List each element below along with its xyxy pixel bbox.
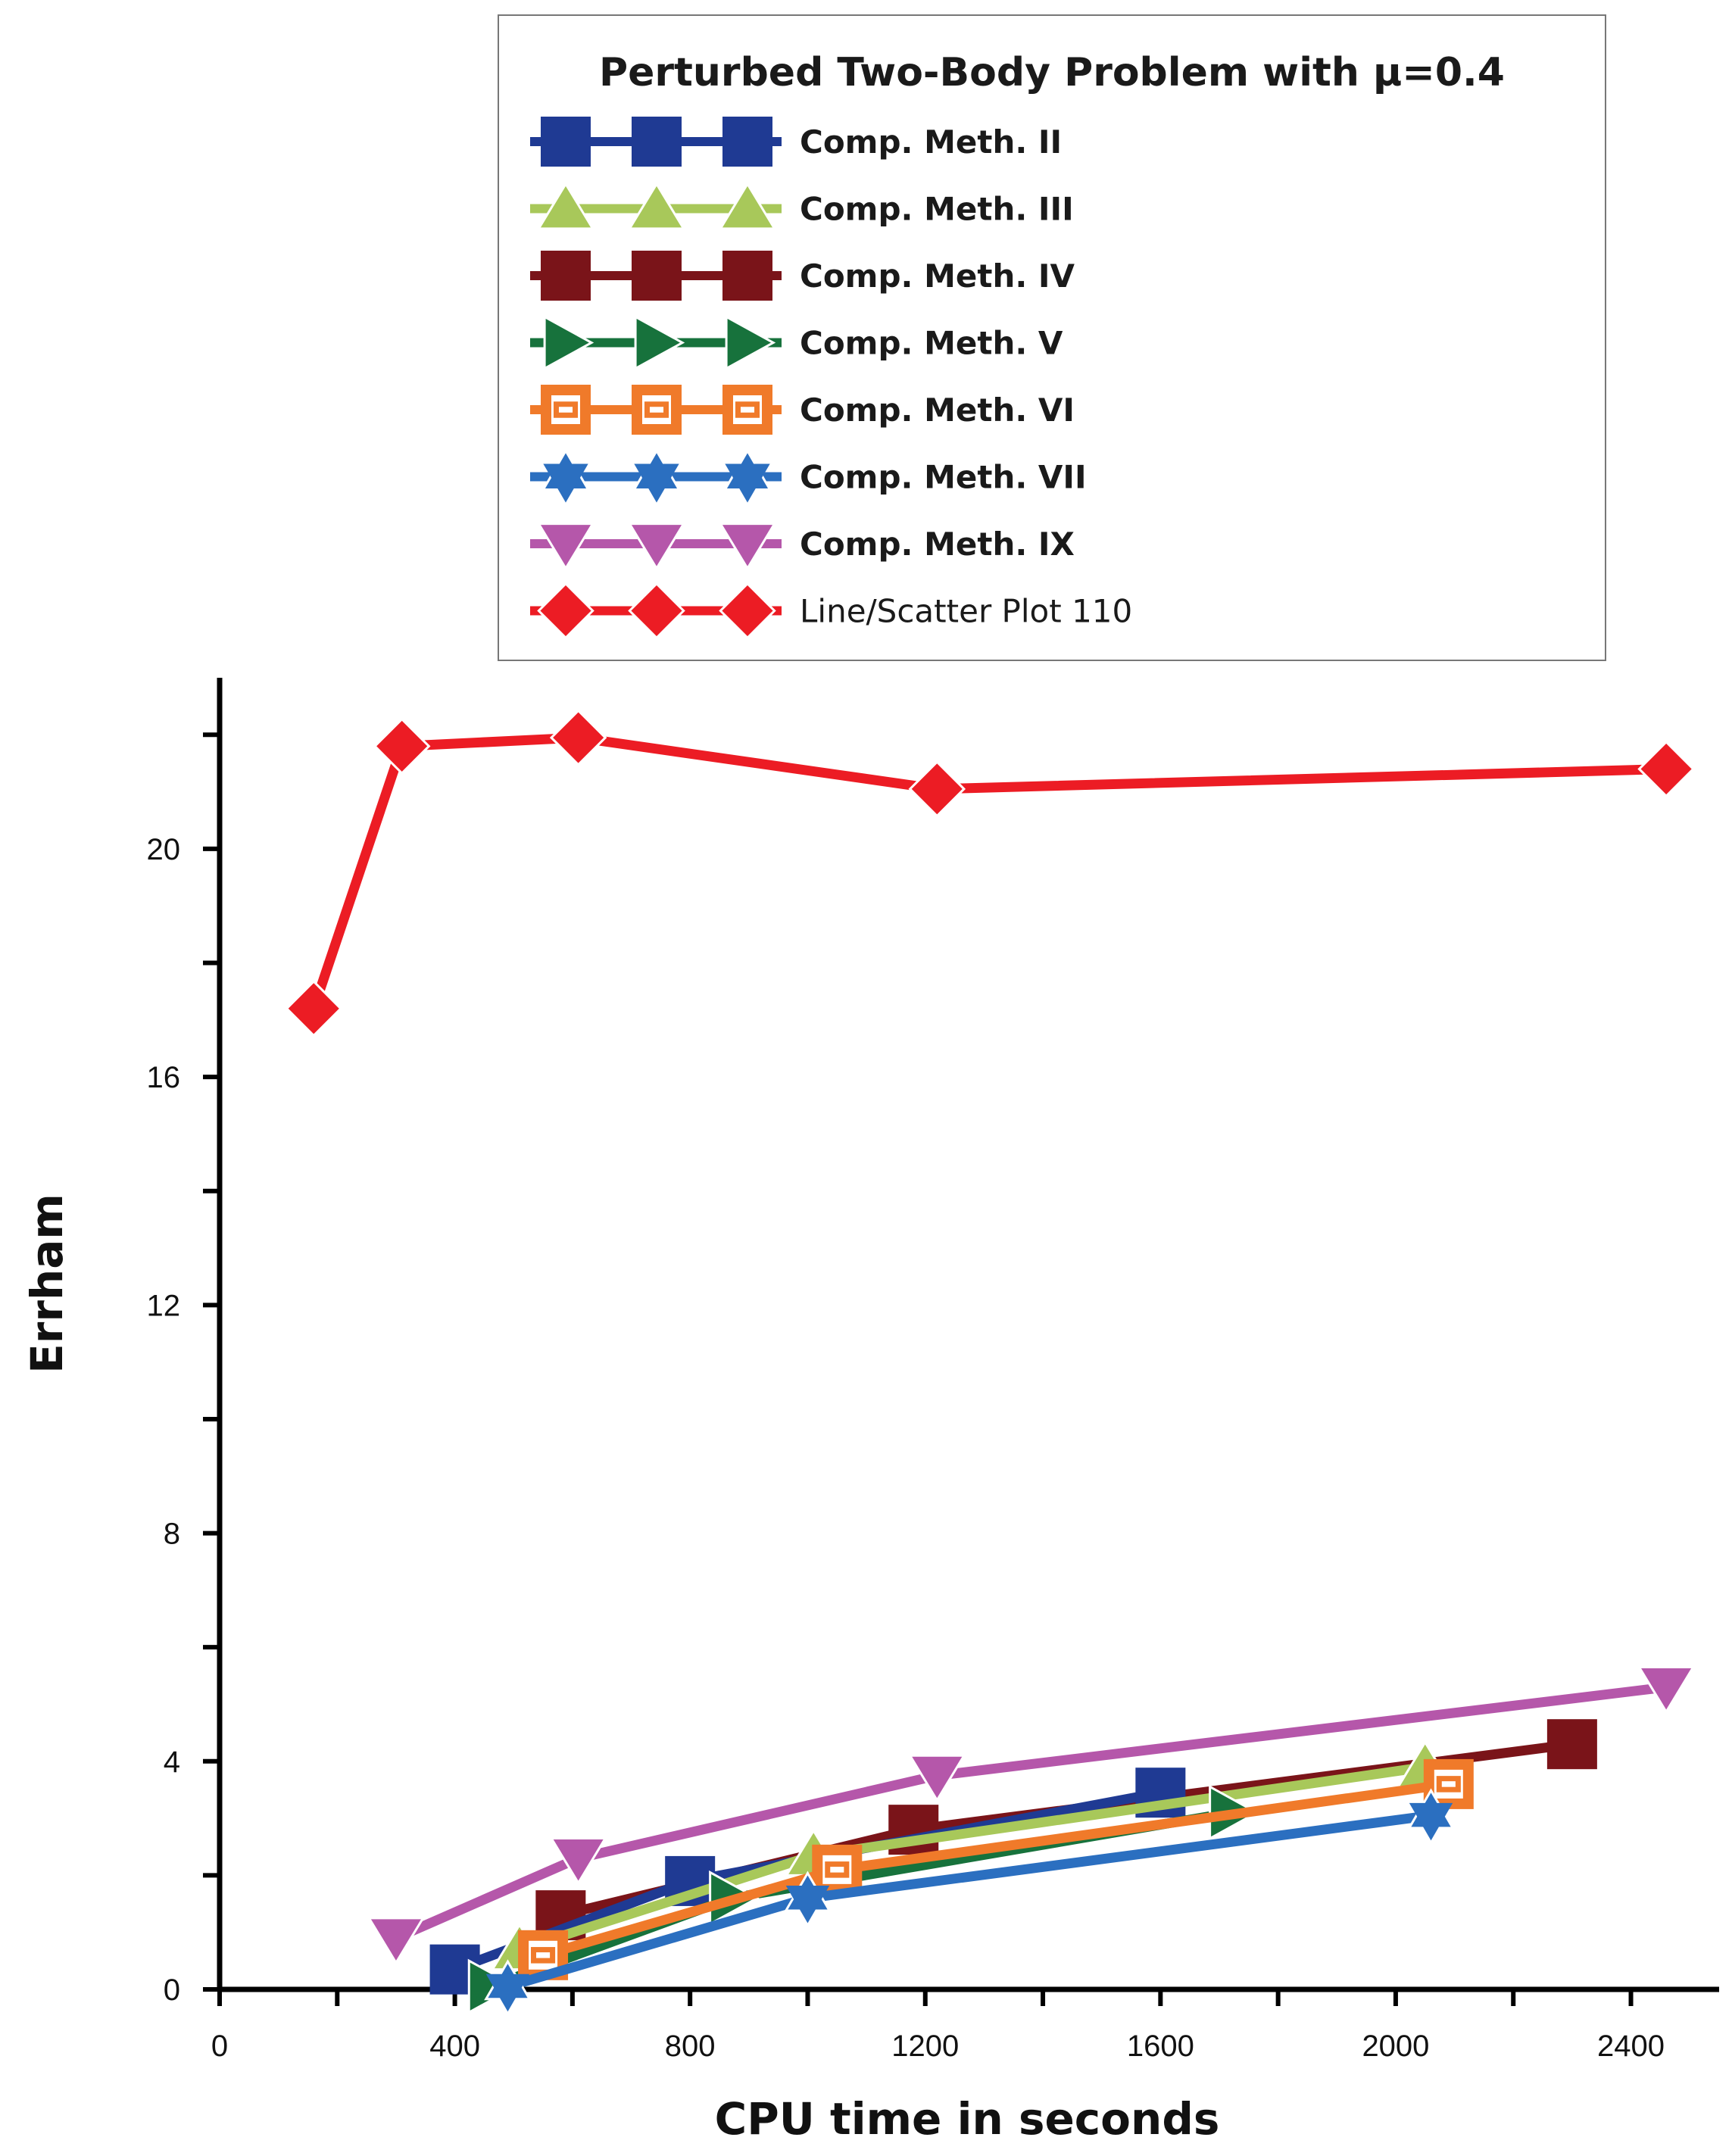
data-point-line-scatter-plot-110 (373, 717, 431, 775)
legend-item-comp-meth-iv: Comp. Meth. IV (530, 251, 1075, 301)
legend-marker-comp-meth-ii (541, 117, 591, 167)
series-comp-meth-vii (484, 1788, 1455, 2012)
x-tick-label: 400 (429, 2030, 480, 2063)
legend-marker-comp-meth-vi-inner (735, 401, 760, 418)
chart-title: Perturbed Two-Body Problem with μ=0.4 (599, 50, 1505, 95)
series-comp-meth-ix (367, 1666, 1696, 1965)
series-comp-meth-v (467, 1784, 1259, 2014)
data-point-comp-meth-vii (484, 1959, 532, 2012)
legend-marker-comp-meth-vii (632, 448, 682, 503)
legend-marker-comp-meth-vii (722, 448, 772, 503)
legend-marker-comp-meth-vii (541, 448, 591, 503)
data-point-comp-meth-ix (549, 1836, 607, 1886)
x-tick-label: 2000 (1362, 2030, 1429, 2063)
data-point-comp-meth-vii-tri-b (485, 1973, 530, 2012)
legend-label-line-scatter-plot-110: Line/Scatter Plot 110 (800, 593, 1132, 630)
series-line-comp-meth-ix (391, 1682, 1671, 1943)
legend-marker-comp-meth-v (725, 314, 776, 371)
legend-marker-comp-meth-iii (718, 182, 777, 230)
x-tick-label: 1200 (891, 2030, 959, 2063)
legend-marker-comp-meth-vi-inner (553, 401, 579, 418)
legend-marker-comp-meth-v (634, 314, 685, 371)
data-point-line-scatter-plot-110 (908, 760, 966, 818)
data-point-comp-meth-vi-inner (825, 1861, 850, 1878)
y-tick-label: 16 (147, 1061, 181, 1094)
legend-item-comp-meth-ii: Comp. Meth. II (530, 117, 1062, 167)
legend-marker-line-scatter-plot-110 (628, 582, 685, 640)
legend-marker-comp-meth-ii (632, 117, 682, 167)
x-axis-title: CPU time in seconds (715, 2093, 1220, 2145)
y-tick-label: 0 (164, 1973, 180, 2007)
legend-marker-comp-meth-vi (632, 385, 682, 435)
y-tick-label: 12 (147, 1289, 181, 1322)
legend-label-comp-meth-ii: Comp. Meth. II (800, 123, 1062, 161)
data-point-line-scatter-plot-110 (1637, 740, 1695, 798)
legend-label-comp-meth-iii: Comp. Meth. III (800, 191, 1074, 228)
legend-item-comp-meth-iii: Comp. Meth. III (530, 182, 1074, 230)
series-layer (285, 709, 1696, 2014)
legend: Perturbed Two-Body Problem with μ=0.4 Co… (498, 14, 1606, 661)
data-point-comp-meth-ix (1637, 1666, 1696, 1715)
legend-item-comp-meth-vii: Comp. Meth. VII (530, 448, 1087, 503)
legend-marker-comp-meth-vii-tri-b (725, 463, 770, 503)
legend-label-comp-meth-vii: Comp. Meth. VII (800, 459, 1087, 496)
legend-marker-comp-meth-vi-outer (722, 385, 772, 435)
data-point-comp-meth-vi-inner (1436, 1776, 1461, 1793)
legend-marker-comp-meth-vii-tri-b (543, 463, 588, 503)
data-point-comp-meth-vii (784, 1871, 832, 1924)
legend-marker-comp-meth-vi (541, 385, 591, 435)
legend-marker-comp-meth-vi-inner (644, 401, 669, 418)
legend-marker-comp-meth-ix (536, 523, 595, 571)
legend-marker-comp-meth-iv (632, 251, 682, 301)
legend-marker-comp-meth-vi (722, 385, 772, 435)
legend-label-comp-meth-v: Comp. Meth. V (800, 325, 1063, 362)
y-tick-label: 4 (164, 1746, 180, 1779)
data-point-comp-meth-vii (1407, 1788, 1455, 1841)
legend-label-comp-meth-ix: Comp. Meth. IX (800, 526, 1075, 563)
data-point-comp-meth-vii-tri-b (1409, 1802, 1453, 1841)
legend-marker-comp-meth-iv (722, 251, 772, 301)
data-point-comp-meth-ix (907, 1754, 966, 1803)
y-tick-label: 20 (147, 833, 181, 866)
series-line-scatter-plot-110 (285, 709, 1695, 1037)
data-point-comp-meth-iv (1546, 1719, 1597, 1770)
legend-item-comp-meth-v: Comp. Meth. V (530, 314, 1063, 371)
legend-marker-comp-meth-iii (627, 182, 686, 230)
legend-item-comp-meth-vi: Comp. Meth. VI (530, 385, 1075, 435)
data-point-comp-meth-vi (812, 1844, 863, 1895)
data-point-comp-meth-vii-tri-b (785, 1886, 830, 1924)
legend-label-comp-meth-iv: Comp. Meth. IV (800, 257, 1075, 295)
legend-marker-comp-meth-v (543, 314, 594, 371)
data-point-comp-meth-ix (367, 1917, 426, 1965)
x-tick-label: 2400 (1597, 2030, 1665, 2063)
legend-marker-comp-meth-iv (541, 251, 591, 301)
legend-marker-line-scatter-plot-110 (719, 582, 776, 640)
y-tick-label: 8 (164, 1518, 180, 1551)
x-tick-label: 0 (211, 2030, 228, 2063)
legend-box (498, 14, 1606, 661)
legend-marker-comp-meth-ix (627, 523, 686, 571)
x-tick-label: 1600 (1127, 2030, 1194, 2063)
legend-marker-comp-meth-ix (718, 523, 777, 571)
series-line-line-scatter-plot-110 (308, 732, 1671, 1014)
data-point-comp-meth-vi-inner (531, 1947, 556, 1964)
legend-marker-comp-meth-iii (536, 182, 595, 230)
x-tick-label: 800 (665, 2030, 716, 2063)
legend-item-comp-meth-ix: Comp. Meth. IX (530, 523, 1075, 571)
y-axis-title: Errham (21, 1193, 73, 1374)
data-point-line-scatter-plot-110 (549, 709, 607, 766)
data-point-line-scatter-plot-110 (285, 979, 343, 1037)
legend-marker-comp-meth-ii (722, 117, 772, 167)
legend-item-line-scatter-plot-110: Line/Scatter Plot 110 (530, 582, 1132, 640)
legend-marker-comp-meth-vii-tri-b (634, 463, 679, 503)
legend-marker-line-scatter-plot-110 (537, 582, 594, 640)
legend-label-comp-meth-vi: Comp. Meth. VI (800, 392, 1075, 429)
